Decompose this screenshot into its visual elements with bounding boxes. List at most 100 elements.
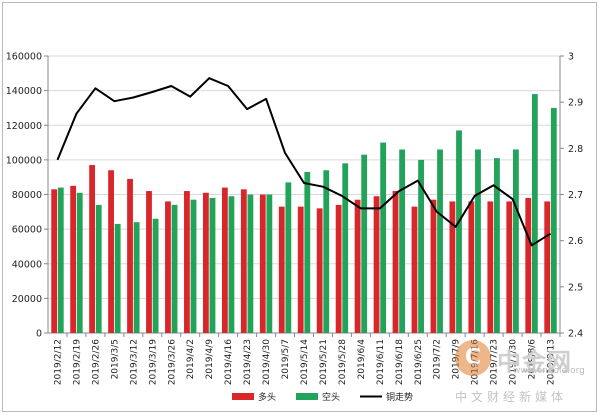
- left-tick-label: 20000: [12, 294, 42, 305]
- watermark-logo-icon: C: [455, 340, 491, 376]
- bar-long: [316, 208, 323, 333]
- watermark-subtitle: 中文财经新媒体: [455, 390, 568, 404]
- x-tick-label: 2019/5/21: [319, 339, 329, 385]
- bar-long: [51, 189, 58, 333]
- right-tick-label: 3: [568, 52, 574, 63]
- right-tick-label: 2.7: [568, 190, 583, 201]
- bar-long: [184, 191, 190, 333]
- bar-short: [304, 171, 311, 333]
- bar-short: [133, 222, 140, 333]
- x-tick-label: 2019/8/13: [547, 339, 557, 385]
- bar-long: [373, 196, 380, 333]
- x-tick-label: 2019/4/16: [224, 339, 234, 385]
- x-tick-label: 2019/6/18: [395, 339, 405, 385]
- bar-long: [165, 201, 171, 333]
- bar-long: [127, 178, 133, 333]
- bar-long: [449, 201, 456, 333]
- bar-short: [342, 163, 349, 333]
- legend-swatch: [296, 393, 318, 400]
- x-tick-label: 2019/3/19: [148, 339, 158, 385]
- bar-short: [475, 149, 481, 333]
- watermark-url: www.cngold.org: [513, 366, 585, 376]
- legend-swatch: [232, 393, 254, 400]
- bar-long: [240, 189, 247, 333]
- bar-long: [108, 170, 114, 333]
- bar-long: [89, 165, 96, 333]
- bar-long: [70, 185, 77, 333]
- bar-long: [259, 194, 266, 333]
- bar-short: [57, 187, 64, 333]
- right-tick-label: 2.4: [568, 329, 583, 340]
- bar-short: [285, 182, 292, 333]
- left-tick-label: 160000: [6, 52, 42, 63]
- x-tick-label: 2019/7/30: [509, 339, 519, 385]
- left-tick-label: 40000: [12, 259, 42, 270]
- bar-long: [411, 206, 418, 333]
- bar-short: [171, 204, 178, 333]
- legend-label: 空头: [322, 391, 340, 403]
- x-tick-label: 2019/4/23: [243, 339, 253, 385]
- left-tick-label: 140000: [6, 86, 42, 97]
- bar-short: [494, 158, 500, 333]
- bar-long: [221, 187, 228, 333]
- x-tick-label: 2019/5/7: [281, 339, 291, 379]
- x-tick-label: 2019/4/9: [205, 339, 215, 380]
- watermark-name: 中金网: [497, 348, 572, 376]
- left-tick-label: 120000: [6, 121, 42, 132]
- bar-short: [380, 142, 387, 333]
- watermark: C 中金网 www.cngold.org 中文财经新媒体: [455, 340, 595, 410]
- bar-short: [266, 194, 273, 333]
- x-tick-label: 2019/6/25: [414, 339, 424, 385]
- x-tick-label: 2019/3/26: [167, 339, 177, 385]
- bar-short: [550, 107, 557, 333]
- x-tick-label: 2019/6/11: [376, 339, 386, 385]
- legend-label: 铜走势: [386, 391, 413, 403]
- x-tick-label: 2019/6/4: [357, 339, 367, 380]
- bar-short: [228, 196, 235, 333]
- bar-short: [247, 194, 254, 333]
- bar-short: [152, 218, 159, 333]
- bar-long: [525, 197, 532, 333]
- bar-long: [354, 199, 361, 333]
- bar-short: [456, 130, 462, 333]
- x-tick-label: 2019/3/5: [110, 339, 120, 379]
- x-tick-label: 2019/5/28: [338, 339, 348, 385]
- x-tick-label: 2019/4/30: [262, 339, 272, 385]
- legend-label: 多头: [258, 391, 276, 403]
- bar-short: [531, 94, 538, 334]
- bar-long: [544, 201, 551, 333]
- x-tick-label: 2019/4/2: [186, 339, 196, 379]
- bar-short: [418, 159, 424, 333]
- x-tick-label: 2019/2/12: [53, 339, 63, 385]
- bar-short: [361, 154, 368, 333]
- bar-long: [392, 191, 399, 333]
- series-line-copper: [56, 77, 552, 247]
- bar-short: [190, 199, 197, 333]
- left-tick-label: 100000: [6, 155, 42, 166]
- bar-long: [468, 201, 475, 333]
- bar-long: [202, 192, 209, 333]
- left-tick-label: 80000: [12, 190, 42, 201]
- bar-short: [209, 197, 216, 333]
- bar-long: [297, 206, 304, 333]
- bar-long: [430, 199, 437, 333]
- x-tick-label: 2019/3/12: [129, 339, 139, 385]
- right-tick-label: 2.6: [568, 236, 583, 247]
- bar-long: [335, 204, 342, 333]
- x-tick-label: 2019/2/26: [91, 339, 101, 385]
- bar-long: [146, 191, 152, 333]
- bar-short: [512, 149, 519, 333]
- bar-short: [95, 204, 102, 333]
- bar-short: [399, 149, 406, 333]
- bar-long: [506, 201, 513, 333]
- bar-short: [437, 149, 443, 333]
- left-tick-label: 60000: [12, 225, 42, 236]
- bar-short: [76, 192, 83, 333]
- x-tick-label: 2019/7/2: [433, 339, 443, 379]
- right-tick-label: 2.8: [568, 144, 583, 155]
- bar-short: [114, 223, 121, 333]
- x-tick-label: 2019/2/19: [72, 339, 82, 385]
- x-tick-label: 2019/8/6: [528, 339, 538, 380]
- left-tick-label: 0: [36, 329, 42, 340]
- x-tick-label: 2019/7/23: [490, 339, 500, 385]
